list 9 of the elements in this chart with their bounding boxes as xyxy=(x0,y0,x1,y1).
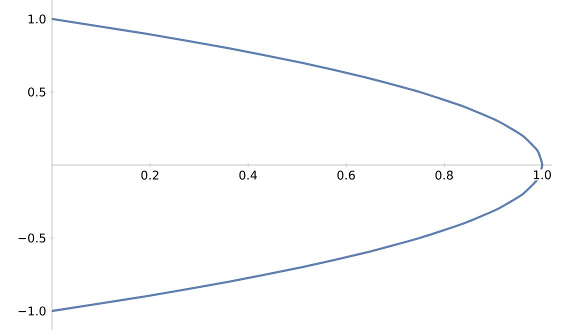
y-tick-label: −1.0 xyxy=(18,306,46,316)
x-tick-label: 0.4 xyxy=(239,170,257,180)
y-tick-label: −0.5 xyxy=(18,233,46,243)
y-tick-label: 0.5 xyxy=(28,87,46,97)
x-tick-label: 0.2 xyxy=(141,170,158,180)
x-tick-label: 0.8 xyxy=(435,170,453,180)
y-tick-label: 1.0 xyxy=(28,14,46,24)
x-tick-label: 0.6 xyxy=(337,170,355,180)
x-tick-label: 1.0 xyxy=(534,170,551,180)
